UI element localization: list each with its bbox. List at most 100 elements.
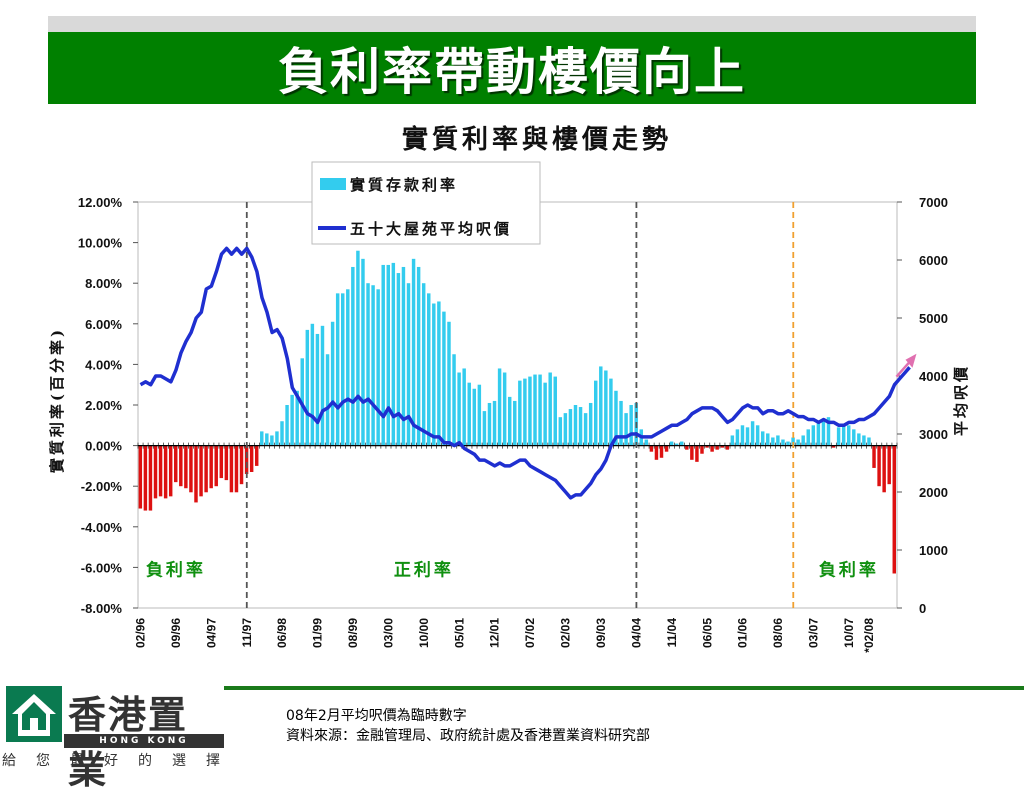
rate-bar xyxy=(877,445,881,487)
rate-bar xyxy=(558,417,563,446)
rate-bar xyxy=(310,323,315,446)
x-tick-label: 09/03 xyxy=(594,618,608,648)
rate-bar xyxy=(265,433,269,446)
region-label: 正利率 xyxy=(394,560,454,581)
rate-bar xyxy=(442,311,446,446)
rate-bar xyxy=(199,445,203,497)
y2-tick-label: 1000 xyxy=(919,543,948,558)
rate-bar xyxy=(502,372,507,446)
rate-bar xyxy=(416,266,421,446)
rate-bar xyxy=(477,384,482,446)
x-tick-label: 12/01 xyxy=(488,618,502,648)
rate-bar xyxy=(497,368,502,446)
y2-tick-label: 2000 xyxy=(919,485,948,500)
logo-slogan: 給您最好的選擇 xyxy=(2,753,240,769)
y2-tick-label: 4000 xyxy=(919,369,948,384)
chart-title: 實質利率與樓價走勢 xyxy=(402,124,672,155)
rate-bar xyxy=(760,431,765,446)
rate-bar xyxy=(816,423,821,446)
x-tick-label: 02/96 xyxy=(134,618,148,648)
rate-bar xyxy=(735,429,740,446)
rate-bar xyxy=(153,445,158,499)
rate-bar xyxy=(285,405,289,446)
rate-bar xyxy=(467,382,471,446)
rate-bar xyxy=(209,445,213,489)
y2-tick-label: 7000 xyxy=(919,195,948,210)
rate-bar xyxy=(649,445,654,452)
rate-bar xyxy=(401,266,406,446)
y2-axis-title: 平均呎價 xyxy=(952,364,970,436)
rate-bar xyxy=(872,445,876,468)
legend: 實質存款利率 五十大屋苑平均呎價 xyxy=(311,161,541,245)
rate-bar xyxy=(852,429,856,446)
rate-bar xyxy=(583,413,588,446)
y-tick-label: -6.00% xyxy=(81,560,123,575)
rate-bar xyxy=(295,390,299,446)
rate-bar xyxy=(366,283,370,446)
rate-bar xyxy=(654,445,659,460)
rate-bar xyxy=(280,421,284,446)
rate-bar xyxy=(614,390,618,446)
rate-bar xyxy=(204,445,208,493)
rate-bar xyxy=(841,425,846,446)
rate-bar xyxy=(882,445,886,493)
rate-bar xyxy=(224,445,229,481)
rate-bar xyxy=(528,376,532,446)
rate-bar xyxy=(411,258,416,446)
rate-bar xyxy=(801,435,805,446)
rate-bar xyxy=(482,411,487,446)
legend-frame xyxy=(311,161,541,245)
x-tick-label: 08/06 xyxy=(771,618,785,648)
rate-bar xyxy=(184,445,188,489)
y-tick-label: 8.00% xyxy=(85,276,122,291)
rate-bar xyxy=(406,283,411,446)
rate-bar xyxy=(563,413,568,446)
rate-bar xyxy=(421,283,426,446)
rate-bar xyxy=(821,421,826,446)
rate-bar xyxy=(194,445,198,503)
y-tick-label: -8.00% xyxy=(81,601,123,616)
rate-bar xyxy=(705,445,709,448)
rate-bar xyxy=(791,437,795,446)
rate-bar xyxy=(629,405,633,446)
company-logo: 香港置業 HONG KONG PROPERTY 給您最好的選擇 xyxy=(0,684,240,792)
x-tick-label: 06/05 xyxy=(700,618,714,648)
region-label: 負利率 xyxy=(819,560,879,581)
x-tick-label: *02/08 xyxy=(862,618,876,653)
rate-bar xyxy=(796,439,800,446)
rate-bar xyxy=(437,301,441,446)
rate-price-chart: 實質利率與樓價走勢 12.00% 10.00% 8.00% 6.00% 4.00% 2.0… xyxy=(48,124,970,653)
rate-bar xyxy=(720,445,724,448)
rate-bar xyxy=(341,293,345,446)
rate-bar xyxy=(163,445,168,499)
rate-bar xyxy=(325,354,330,446)
rate-bar xyxy=(548,372,552,446)
y2-tick-label: 6000 xyxy=(919,253,948,268)
rate-bar xyxy=(330,321,335,446)
rate-bar xyxy=(229,445,234,493)
rate-bar xyxy=(457,372,461,446)
rate-bar xyxy=(447,321,451,446)
rate-bar xyxy=(806,429,810,446)
rate-bar xyxy=(427,293,431,446)
rate-bar xyxy=(351,266,355,446)
rate-bar xyxy=(507,396,512,446)
rate-bar xyxy=(158,445,163,497)
rate-bar xyxy=(710,445,714,452)
rate-bar xyxy=(568,409,573,446)
x-tick-label: 01/06 xyxy=(736,618,750,648)
rate-bar xyxy=(148,445,153,511)
rate-bar xyxy=(831,445,836,448)
y-tick-label: 4.00% xyxy=(85,357,122,372)
rate-bar xyxy=(755,425,760,446)
rate-bar xyxy=(750,421,755,446)
footer-green-rule xyxy=(224,686,1024,690)
x-tick-label: 10/00 xyxy=(417,618,431,648)
rate-bar xyxy=(244,445,249,475)
legend-line-label: 五十大屋苑平均呎價 xyxy=(350,220,512,238)
footnote-provisional: 08年2月平均呎價為臨時數字 xyxy=(286,708,467,724)
x-tick-label: 07/02 xyxy=(523,618,537,648)
rate-bar xyxy=(609,378,613,446)
rate-bar xyxy=(371,285,375,446)
rate-bar xyxy=(664,445,669,452)
